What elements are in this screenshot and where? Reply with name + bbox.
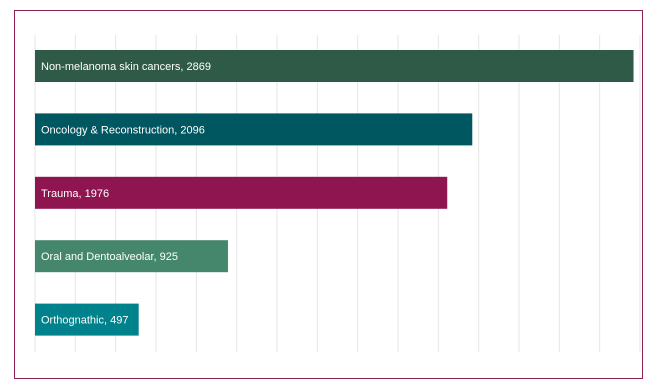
bar-data-label: Orthognathic, 497 xyxy=(41,315,128,327)
bar-data-label: Oncology & Reconstruction, 2096 xyxy=(41,124,205,136)
bars: Non-melanoma skin cancers, 2869 Oncology … xyxy=(35,50,634,336)
bar xyxy=(35,240,228,273)
bar xyxy=(35,303,139,336)
bar-data-label: Trauma, 1976 xyxy=(41,188,109,200)
bar xyxy=(35,113,473,146)
bar-data-label: Oral and Dentoalveolar, 925 xyxy=(41,251,178,263)
bar xyxy=(35,50,634,82)
bar-data-label: Non-melanoma skin cancers, 2869 xyxy=(41,61,211,73)
bar xyxy=(35,176,448,209)
